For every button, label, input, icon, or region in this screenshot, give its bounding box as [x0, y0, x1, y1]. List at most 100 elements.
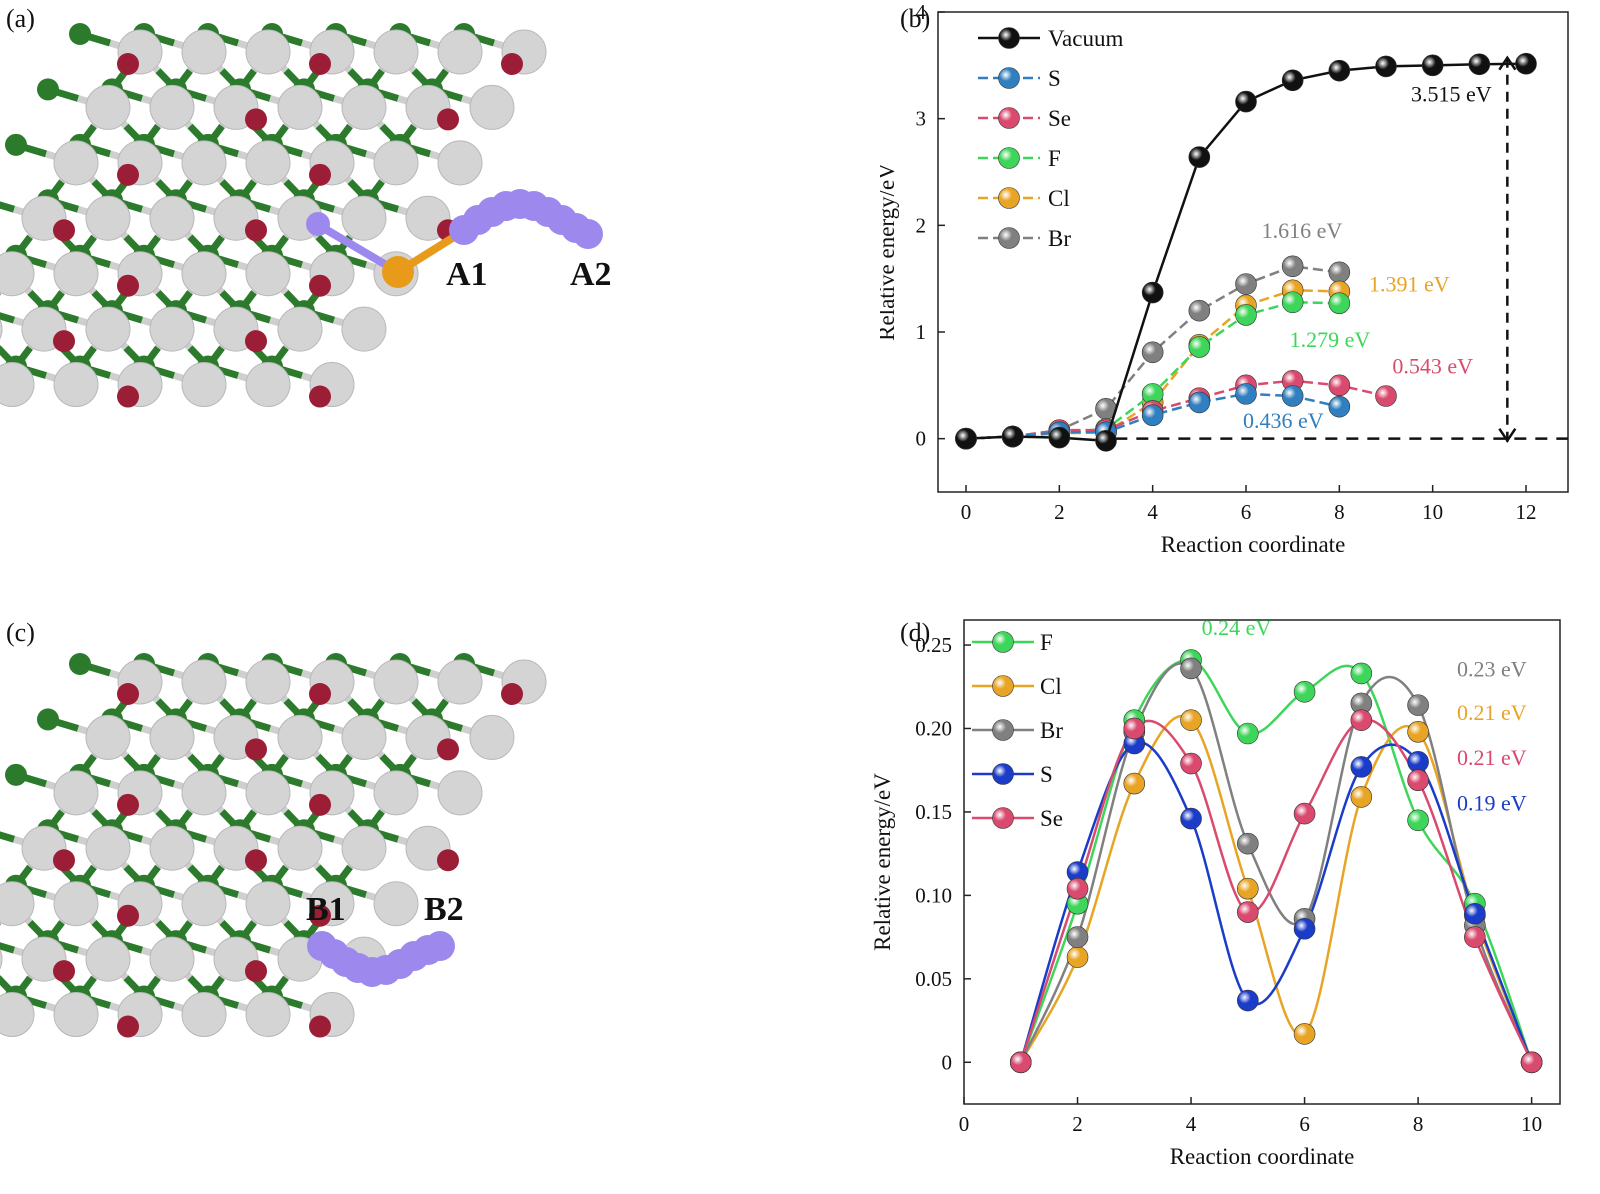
metal-atom — [245, 140, 291, 186]
chalcogen-atom — [53, 960, 75, 983]
legend-marker — [992, 807, 1014, 829]
chalcogen-atom — [117, 793, 139, 816]
y-tick-label: 0.15 — [915, 800, 952, 824]
x-tick-label: 4 — [1186, 1112, 1197, 1136]
chart-d: 0 2 4 6 8 10 0 0.05 0.10 0.15 0.20 0.25 Reaction coo… — [870, 615, 1561, 1169]
metal-atom — [245, 251, 291, 297]
x-tick-label: 4 — [1147, 500, 1158, 524]
data-point-se — [1375, 385, 1397, 407]
legend-marker — [998, 27, 1020, 49]
legend-marker — [992, 675, 1014, 697]
data-point-br — [1188, 299, 1211, 322]
chalcogen-atom — [117, 274, 139, 297]
data-point-br — [1066, 926, 1089, 948]
y-tick-label: 0.20 — [915, 716, 952, 740]
metal-atom — [373, 140, 419, 186]
metal-atom — [277, 825, 323, 871]
metal-atom — [85, 936, 131, 982]
chalcogen-atom — [53, 219, 75, 242]
structure-a: A1 A2 — [0, 23, 612, 408]
data-point-vacuum — [1048, 426, 1071, 449]
metal-atom — [245, 992, 291, 1038]
metal-atom — [245, 881, 291, 927]
chalcogen-atom — [309, 1015, 331, 1038]
chalcogen-atom — [117, 1015, 139, 1038]
series-line-cl — [1019, 714, 1533, 1063]
x-tick-label: 2 — [1054, 500, 1065, 524]
metal-atom — [373, 770, 419, 816]
chalcogen-atom — [309, 904, 331, 927]
annotation-label: 0.19 eV — [1457, 790, 1527, 815]
data-point-s — [1407, 751, 1429, 773]
x-tick-label: 0 — [959, 1112, 970, 1136]
data-point-s — [1188, 391, 1211, 414]
x-tick-label: 2 — [1072, 1112, 1083, 1136]
y-tick-label: 0 — [916, 427, 927, 451]
data-point-s — [1237, 989, 1259, 1012]
data-point-f — [1188, 336, 1211, 358]
chalcogen-atom — [53, 330, 75, 353]
data-point-br — [1407, 694, 1429, 716]
chalcogen-atom — [437, 738, 459, 761]
data-point-se — [1180, 752, 1202, 775]
annotation-label: 0.21 eV — [1457, 700, 1527, 725]
metal-atom — [181, 362, 227, 408]
data-point-se — [1464, 926, 1486, 948]
chalcogen-atom — [117, 53, 139, 75]
metal-atom — [149, 936, 195, 982]
chalcogen-atom — [501, 53, 523, 75]
x-tick-label: 10 — [1422, 500, 1443, 524]
metal-atom — [149, 84, 195, 130]
data-point-se — [1237, 901, 1259, 923]
chalcogen-atom — [437, 849, 459, 872]
chalcogen-atom — [309, 793, 331, 816]
metal-atom — [0, 251, 35, 297]
data-point-cl — [1066, 946, 1089, 968]
chalcogen-atom — [245, 219, 267, 242]
legend-label: Se — [1040, 806, 1063, 831]
metal-atom — [149, 195, 195, 241]
metal-atom — [149, 714, 195, 760]
metal-atom — [85, 825, 131, 871]
data-point-s — [1293, 917, 1316, 940]
x-tick-label: 6 — [1299, 1112, 1310, 1136]
data-point-vacuum — [1375, 55, 1397, 78]
metal-atom — [245, 362, 291, 408]
metal-atom — [277, 84, 323, 130]
annotation-label: 0.543 eV — [1392, 354, 1473, 379]
metal-atom — [0, 318, 3, 340]
data-point-f — [1293, 680, 1316, 703]
chalcogen-atom — [501, 683, 523, 705]
adatom — [306, 212, 330, 236]
legend-label: Br — [1040, 718, 1063, 743]
legend-marker — [998, 107, 1020, 129]
chalcogen-atom — [245, 330, 267, 353]
halogen-atom — [69, 23, 91, 45]
data-point-vacuum — [1328, 59, 1351, 82]
metal-atom — [0, 992, 35, 1038]
data-point-se — [1123, 717, 1146, 740]
metal-atom — [277, 714, 323, 760]
plot-frame — [963, 619, 1561, 1105]
chalcogen-atom — [117, 385, 139, 408]
y-tick-label: 0.10 — [915, 883, 952, 907]
data-point-vacuum — [1281, 69, 1304, 92]
data-point-cl — [1237, 877, 1259, 900]
metal-atom — [181, 881, 227, 927]
metal-atom — [149, 306, 195, 352]
metal-atom — [469, 84, 515, 130]
chalcogen-atom — [117, 163, 139, 186]
legend-marker — [998, 227, 1020, 249]
metal-atom — [437, 770, 483, 816]
chalcogen-atom — [309, 53, 331, 75]
panel-label-c: (c) — [6, 618, 35, 647]
annotation-label: 1.391 eV — [1369, 271, 1450, 296]
metal-atom — [341, 825, 387, 871]
annotation-label: 0.23 eV — [1457, 657, 1527, 682]
legend-marker — [998, 147, 1020, 169]
x-tick-label: 8 — [1413, 1112, 1424, 1136]
chalcogen-atom — [117, 683, 139, 705]
annotation-label: 0.21 eV — [1457, 745, 1527, 770]
data-point-s — [1328, 395, 1351, 418]
metal-atom — [85, 84, 131, 130]
